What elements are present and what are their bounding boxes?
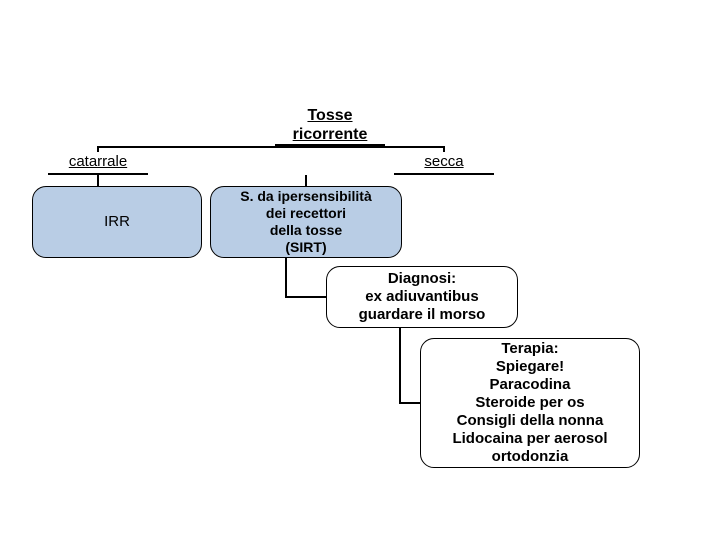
edge — [285, 296, 327, 298]
node-root: Tosse ricorrente — [275, 106, 385, 146]
node-diagnosi: Diagnosi: ex adiuvantibus guardare il mo… — [326, 266, 518, 328]
node-diagnosi-text: Diagnosi: ex adiuvantibus guardare il mo… — [359, 270, 486, 324]
edge — [305, 175, 307, 187]
node-catarrale: catarrale — [48, 151, 148, 175]
edge — [98, 146, 444, 148]
node-terapia: Terapia: Spiegare! Paracodina Steroide p… — [420, 338, 640, 468]
edge — [97, 146, 99, 152]
node-catarrale-text: catarrale — [69, 153, 127, 171]
edge — [399, 328, 401, 404]
node-root-text: Tosse ricorrente — [293, 106, 368, 144]
edge — [399, 402, 421, 404]
node-terapia-text: Terapia: Spiegare! Paracodina Steroide p… — [452, 340, 607, 466]
edge — [285, 258, 287, 298]
edge — [97, 175, 99, 187]
node-sirt-text: S. da ipersensibilità dei recettori dell… — [240, 188, 372, 255]
node-irr-text: IRR — [104, 213, 130, 231]
node-irr: IRR — [32, 186, 202, 258]
edge — [443, 146, 445, 152]
node-sirt: S. da ipersensibilità dei recettori dell… — [210, 186, 402, 258]
node-secca: secca — [394, 151, 494, 175]
node-secca-text: secca — [424, 153, 463, 171]
